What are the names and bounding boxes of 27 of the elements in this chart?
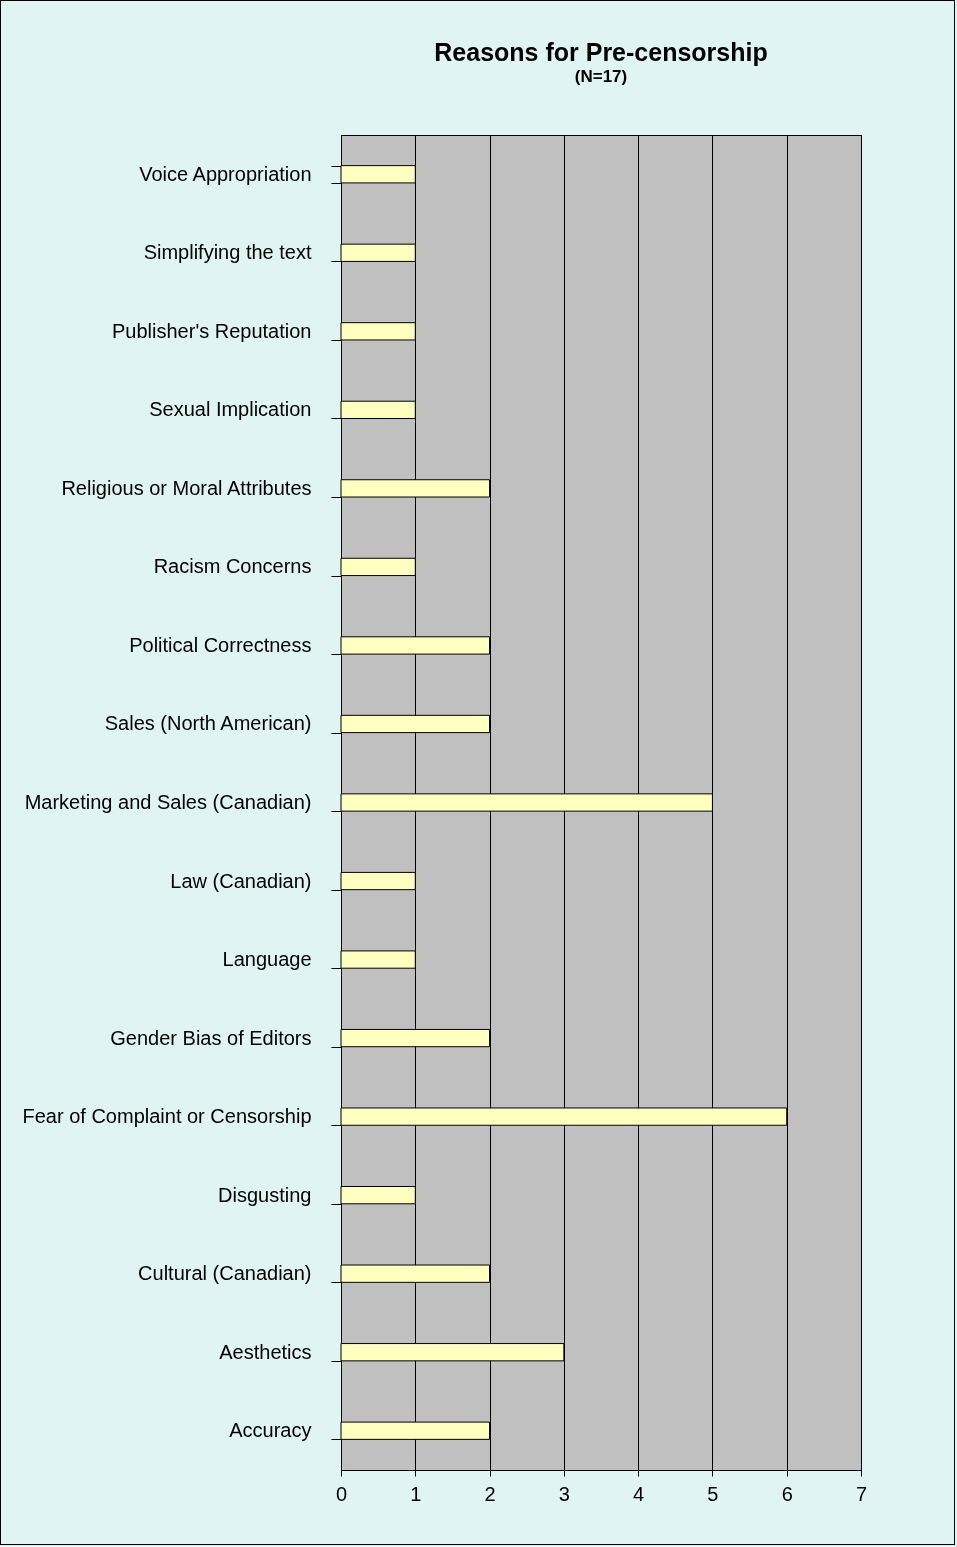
y-tick-label: Simplifying the text [143, 241, 312, 264]
chart-subtitle: (N=17) [574, 67, 628, 86]
x-tick-label: 1 [410, 1482, 422, 1505]
x-tick-label: 2 [484, 1482, 496, 1505]
y-tick-label: Sales (North American) [104, 712, 312, 735]
y-tick-label: Disgusting [218, 1183, 312, 1206]
x-tick-label: 4 [633, 1482, 645, 1505]
y-tick-label: Fear of Complaint or Censorship [22, 1105, 312, 1128]
y-tick-label: Cultural (Canadian) [138, 1262, 312, 1285]
y-tick-label: Racism Concerns [153, 555, 312, 578]
x-tick-label: 3 [558, 1482, 570, 1505]
x-tick-label: 6 [781, 1482, 793, 1505]
y-tick-label: Gender Bias of Editors [110, 1026, 312, 1049]
y-tick-label: Voice Appropriation [139, 162, 312, 185]
y-tick-label: Accuracy [229, 1419, 312, 1442]
x-tick-label: 5 [707, 1482, 719, 1505]
y-tick-label: Political Correctness [129, 633, 312, 656]
y-tick-label: Religious or Moral Attributes [61, 476, 312, 499]
y-tick-label: Publisher's Reputation [112, 319, 312, 342]
x-tick-label: 0 [335, 1482, 348, 1505]
y-tick-label: Aesthetics [219, 1340, 312, 1363]
chart-title: Reasons for Pre-censorship [434, 38, 768, 66]
y-tick-label: Sexual Implication [149, 398, 312, 421]
y-tick-label: Language [222, 948, 312, 971]
x-tick-label: 7 [855, 1482, 868, 1505]
y-tick-label: Law (Canadian) [170, 869, 312, 892]
y-tick-label: Marketing and Sales (Canadian) [24, 791, 312, 813]
